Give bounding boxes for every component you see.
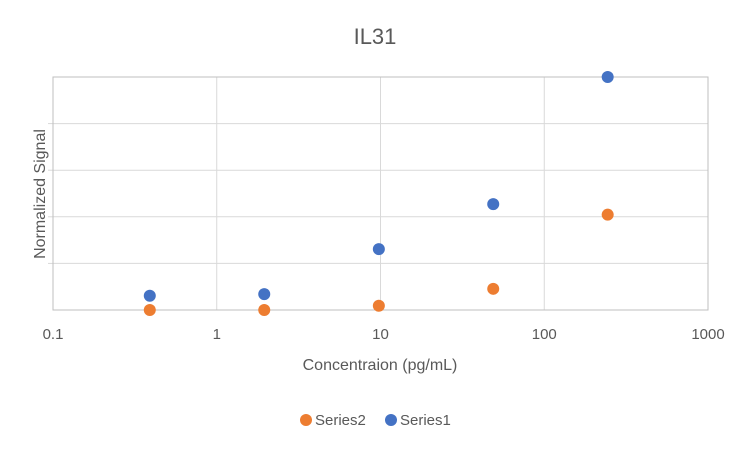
x-tick-label: 0.1 [43, 326, 64, 343]
data-points [143, 71, 614, 316]
data-point-series2 [372, 299, 385, 312]
data-point-series2 [601, 208, 614, 221]
gridlines [48, 77, 709, 310]
x-tick-label: 100 [532, 326, 557, 343]
data-point-series2 [143, 304, 156, 316]
legend: Series2 Series1 [300, 412, 451, 429]
legend-label-series2: Series2 [315, 412, 366, 429]
data-point-series1 [258, 288, 271, 301]
data-point-series1 [601, 71, 614, 83]
data-point-series2 [487, 282, 500, 295]
data-point-series2 [258, 304, 271, 316]
chart-title: IL31 [354, 24, 397, 49]
y-axis-label: Normalized Signal [32, 129, 49, 259]
x-tick-labels: 0.1 1 10 100 1000 [43, 326, 725, 343]
data-point-series1 [372, 243, 385, 256]
data-point-series1 [487, 198, 500, 211]
legend-marker-series2 [300, 414, 312, 426]
x-tick-label: 1000 [691, 326, 724, 343]
legend-marker-series1 [385, 414, 397, 426]
x-tick-label: 10 [372, 326, 389, 343]
legend-label-series1: Series1 [400, 412, 451, 429]
x-axis-label: Concentraion (pg/mL) [303, 357, 458, 374]
x-tick-label: 1 [213, 326, 221, 343]
data-point-series1 [143, 289, 156, 302]
